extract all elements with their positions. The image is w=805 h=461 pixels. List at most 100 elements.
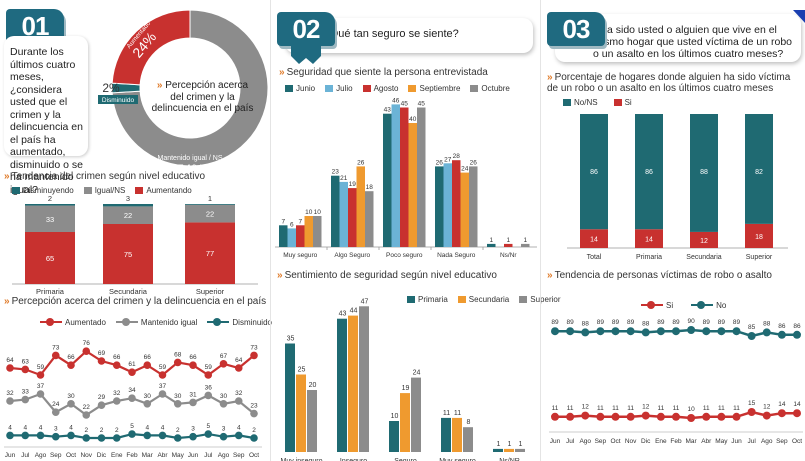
data-point [67,431,75,440]
legend-victim-trend: Si No [641,300,726,310]
data-point [158,390,167,398]
data-point [777,330,786,339]
bar [504,243,513,247]
data-label: 37 [159,383,167,390]
legend-item: Agosto [362,84,398,93]
data-label: 59 [37,364,45,371]
tick-label: Secundaria [109,287,148,296]
legend-security: Junio Julio Agosto Septiembre Octubre [285,84,510,93]
data-label: 10 [391,413,399,420]
question-box: Durante los últimos cuatro meses, ¿consi… [4,36,88,196]
legend-victim-households: No/NS Si [563,98,632,107]
legend-swatch [563,99,571,106]
data-label: 89 [672,319,680,326]
data-point [777,409,786,418]
data-point [204,391,213,400]
data-label: 26 [436,159,444,166]
tick-label: Seguro [394,458,417,461]
data-label: 12 [763,404,771,411]
data-label: 14 [645,237,653,244]
data-point [204,371,213,379]
data-point [128,430,136,438]
tick-label: May [172,452,185,459]
data-label: 89 [627,319,635,326]
question-text: ¿Qué tan seguro se siente? [323,28,459,40]
bar [348,315,358,452]
data-label: 3 [126,196,130,203]
data-label: 11 [733,405,740,412]
data-point [747,408,756,416]
data-point [36,390,45,398]
data-label: 63 [22,358,30,365]
tick-label: Sep [776,438,788,445]
data-point [97,401,106,409]
legend-item: Aumentado [40,317,106,327]
bar [435,166,444,247]
bar [443,163,452,247]
tick-label: Ago [579,438,591,445]
legend-security-edu: Primaria Secundaria Superior [407,295,561,304]
data-label: 4 [8,424,12,431]
data-point [51,432,60,441]
data-point [51,351,60,360]
data-label: 89 [657,319,665,326]
data-point [596,412,605,421]
data-point [21,395,30,404]
bar [515,448,525,452]
data-point [189,398,197,407]
bar [493,448,503,452]
data-point [793,330,801,339]
tick-label: Sep [595,438,607,445]
tick-label: Jul [21,452,30,459]
section-title-victim-households: » Porcentaje de hogares donde alguien ha … [547,72,791,94]
data-label: 2 [48,196,52,203]
data-point [51,408,60,416]
tick-label: Poco seguro [386,252,423,259]
legend-swatch [691,300,714,310]
data-point [36,431,45,440]
legend-item: No/NS [563,98,598,107]
data-point [189,432,197,441]
legend-label: Primaria [418,295,448,304]
legend-swatch [408,85,417,92]
data-label: 88 [582,320,590,327]
tick-label: Total [587,254,602,261]
bar [521,243,530,247]
data-point [21,431,30,440]
legend-label: Igual/NS [94,186,126,195]
bar [296,374,306,452]
legend-item: Mantenido igual [115,317,197,327]
data-label: 85 [748,324,756,331]
bar [307,390,317,452]
chevron-icon: » [156,80,163,91]
tick-label: Ns/NR [499,458,520,461]
data-label: 1 [519,441,523,448]
legend-label: Disminuido [232,317,272,327]
tick-label: Dic [97,452,107,459]
bar [417,107,426,247]
data-label: 10 [305,209,313,216]
bar [356,166,365,247]
data-label: 7 [281,218,285,225]
data-label: 12 [582,404,590,411]
data-label: 45 [418,101,426,108]
section-title-security-edu: » Sentimiento de seguridad según nivel ed… [277,270,497,281]
bar-segment [580,229,608,248]
tick-label: Jun [731,438,742,445]
legend-label: Secundaria [468,295,510,304]
legend-item: Julio [325,84,353,93]
legend-label: Disminuyendo [23,186,74,195]
data-point [611,327,620,336]
legend-swatch [115,317,138,327]
data-point [21,365,30,374]
bar [348,188,357,247]
tick-label: Primaria [36,287,65,296]
legend-item: Aumentando [135,186,192,195]
tick-label: Ago [35,452,47,459]
tick-label: Dic [641,438,651,445]
legend-item: Si [641,300,673,310]
data-point [581,328,590,337]
tick-label: Jul [747,438,756,445]
data-label: 1 [497,441,501,448]
data-point [566,327,575,336]
